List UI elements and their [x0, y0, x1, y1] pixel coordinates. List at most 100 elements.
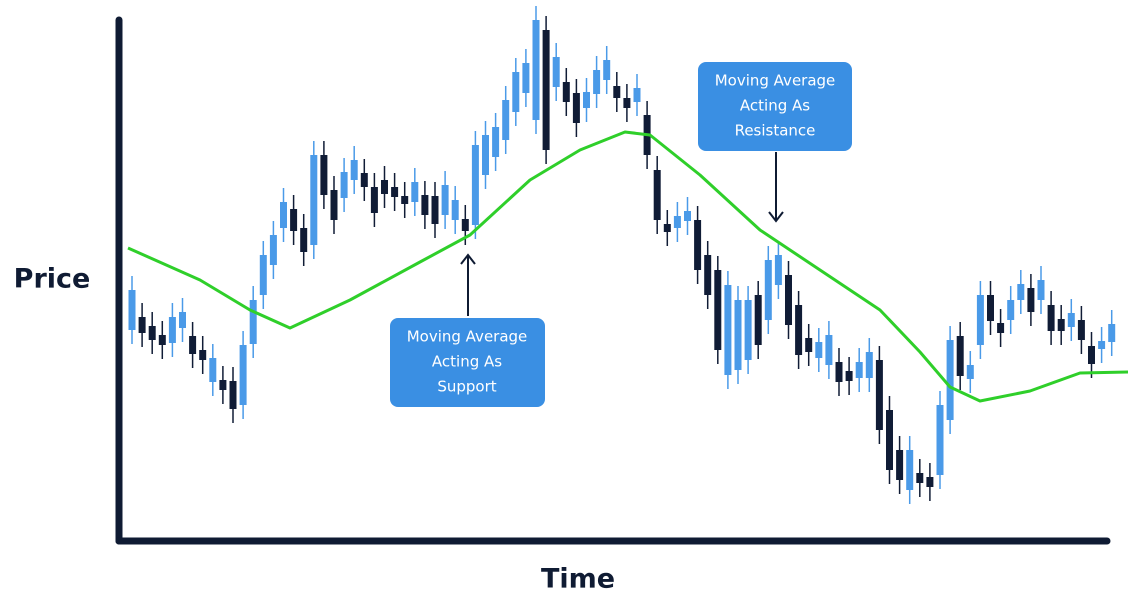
candle-body	[391, 187, 399, 197]
candle-body	[401, 196, 409, 204]
y-axis-label: Price	[14, 264, 91, 295]
candle-body	[795, 305, 803, 355]
candle-body	[583, 92, 590, 108]
candle-body	[421, 195, 429, 215]
candle-body	[1037, 280, 1045, 300]
annotation-text: Acting As	[740, 97, 810, 115]
candle-body	[158, 335, 166, 345]
candle-body	[482, 135, 489, 175]
candle-body	[229, 381, 237, 409]
candle-body	[249, 300, 257, 344]
candle-body	[1047, 305, 1055, 331]
arrow-head	[460, 253, 476, 265]
candle-body	[906, 450, 914, 490]
candle-body	[1098, 341, 1106, 349]
annotation-text: Support	[437, 378, 496, 396]
candle-body	[280, 202, 287, 228]
candle-body	[694, 220, 702, 270]
candle-body	[168, 317, 176, 343]
candle-body	[764, 260, 772, 320]
candle-body	[603, 60, 611, 80]
moving-average	[127, 130, 1128, 403]
candle-body	[987, 295, 994, 321]
candle-body	[360, 173, 368, 187]
candle-body	[1027, 288, 1035, 312]
candle-body	[138, 317, 146, 333]
candle-body	[896, 450, 904, 480]
candle-body	[411, 182, 419, 202]
candle-body	[633, 88, 641, 102]
candle-body	[320, 155, 328, 195]
candle-body	[502, 100, 510, 140]
candle-body	[431, 196, 439, 224]
arrow-head	[768, 211, 784, 223]
candle-body	[926, 477, 934, 487]
candle-body	[239, 345, 247, 405]
candle-body	[300, 228, 308, 252]
candle-body	[370, 187, 378, 213]
candle-body	[492, 127, 500, 157]
candle-body	[704, 255, 712, 295]
candle-body	[855, 362, 863, 378]
annotation-text: Moving Average	[407, 328, 528, 346]
candle-body	[785, 275, 792, 325]
annotation-text: Acting As	[432, 353, 502, 371]
candle-body	[916, 473, 924, 483]
candle-body	[209, 358, 217, 382]
candle-body	[1057, 319, 1065, 331]
candle-body	[663, 224, 671, 232]
annotation-text: Resistance	[735, 122, 816, 140]
candle-body	[623, 98, 631, 108]
candle-body	[865, 352, 873, 378]
candle-body	[350, 160, 358, 180]
candle-body	[1108, 324, 1116, 342]
candle-body	[774, 255, 782, 285]
candle-body	[714, 270, 722, 350]
candle-body	[562, 82, 570, 102]
x-axis-label: Time	[541, 564, 615, 595]
candle-body	[330, 190, 338, 220]
annotation-box	[698, 62, 852, 151]
candle-body	[976, 295, 984, 345]
candle-body	[128, 290, 136, 330]
candle-body	[653, 170, 661, 220]
candle-body	[997, 323, 1005, 333]
candle-body	[512, 72, 520, 112]
candle-body	[684, 211, 691, 221]
candle-body	[148, 326, 156, 340]
candle-body	[815, 342, 823, 358]
candle-body	[673, 216, 681, 228]
candle-body	[966, 365, 974, 379]
candle-body	[1067, 313, 1075, 327]
candle-body	[956, 336, 964, 376]
candle-body	[825, 335, 833, 365]
candle-body	[845, 371, 853, 381]
candle-body	[199, 350, 207, 360]
candle-body	[1077, 320, 1085, 340]
candle-body	[572, 93, 580, 123]
candle-body	[805, 338, 813, 352]
candle-body	[219, 380, 227, 390]
candle-body	[875, 360, 883, 430]
candle-body	[522, 63, 530, 93]
candle-body	[532, 20, 540, 120]
candle-body	[744, 300, 752, 360]
candle-body	[1007, 300, 1015, 320]
candle-body	[441, 185, 449, 215]
candles	[128, 6, 1116, 504]
candle-body	[179, 312, 186, 328]
candle-body	[189, 336, 197, 354]
candle-body	[259, 255, 267, 295]
candle-body	[471, 145, 479, 225]
candle-body	[886, 410, 893, 470]
candle-body	[936, 405, 944, 475]
candle-body	[269, 235, 277, 265]
candle-body	[451, 200, 459, 220]
candle-body	[461, 219, 469, 231]
annotation-box	[390, 318, 545, 407]
candle-body	[613, 86, 621, 98]
candle-body	[1088, 346, 1095, 364]
annotation-text: Moving Average	[715, 72, 836, 90]
candle-body	[724, 285, 732, 375]
